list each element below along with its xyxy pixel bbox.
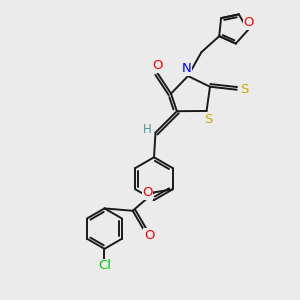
Text: Cl: Cl (98, 259, 111, 272)
Text: S: S (240, 83, 248, 96)
Text: H: H (143, 123, 152, 136)
Text: O: O (142, 186, 153, 199)
Text: O: O (152, 59, 162, 73)
Text: O: O (243, 16, 254, 29)
Text: O: O (144, 229, 154, 242)
Text: N: N (182, 62, 191, 75)
Text: S: S (204, 113, 212, 126)
